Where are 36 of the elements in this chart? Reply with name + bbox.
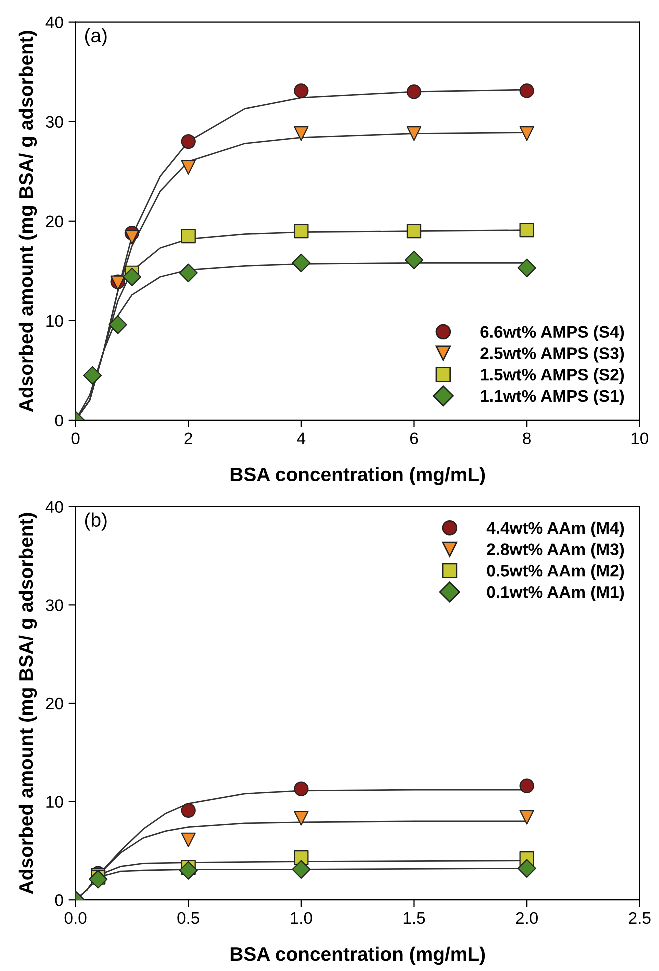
- y-tick-label: 40: [46, 16, 64, 29]
- x-tick-label: 2: [184, 432, 192, 444]
- x-tick-label: 2.5: [629, 912, 651, 924]
- x-axis-title: BSA concentration (mg/mL): [230, 467, 486, 486]
- y-tick-label: 30: [46, 116, 64, 128]
- legend-label: 1.5wt% AMPS (S2): [481, 368, 624, 384]
- legend-label: 2.5wt% AMPS (S3): [480, 347, 624, 363]
- legend-label: 0.5wt% AAm (M2): [487, 564, 624, 580]
- legend-label: 4.4wt% AAm (M4): [486, 522, 624, 538]
- x-tick-label: 2.0: [516, 912, 538, 924]
- y-tick-label: 0: [55, 894, 64, 906]
- x-tick-label: 1.0: [291, 912, 312, 924]
- y-tick-label: 40: [46, 501, 64, 514]
- x-tick-label: 0: [72, 432, 80, 444]
- x-tick-label: 4: [297, 432, 306, 444]
- annotation: (b): [85, 512, 107, 531]
- y-tick-label: 30: [46, 600, 64, 612]
- annotation: (a): [85, 28, 107, 46]
- y-tick-label: 0: [55, 414, 64, 427]
- legend-label: 6.6wt% AMPS (S4): [480, 326, 624, 342]
- x-tick-label: 1.5: [404, 912, 426, 924]
- y-axis-title: Adsorbed amount (mg BSA/ g adsorbent): [18, 513, 38, 894]
- x-tick-label: 6: [410, 432, 418, 444]
- x-axis-title: BSA concentration (mg/mL): [230, 946, 486, 966]
- legend-label: 2.8wt% AAm (M3): [487, 543, 624, 559]
- x-tick-label: 0.0: [64, 912, 87, 924]
- x-tick-label: 8: [523, 432, 531, 444]
- y-tick-label: 20: [46, 216, 64, 228]
- legend-label: 1.1wt% AMPS (S1): [481, 390, 624, 406]
- y-tick-label: 10: [46, 315, 64, 328]
- x-tick-label: 10: [632, 432, 649, 444]
- y-tick-label: 20: [46, 698, 64, 710]
- legend-label: 0.1wt% AAm (M1): [487, 586, 624, 602]
- x-tick-label: 0.5: [178, 912, 200, 924]
- y-axis-title: Adsorbed amount (mg BSA/ g adsorbent): [18, 31, 38, 412]
- y-tick-label: 10: [46, 796, 64, 808]
